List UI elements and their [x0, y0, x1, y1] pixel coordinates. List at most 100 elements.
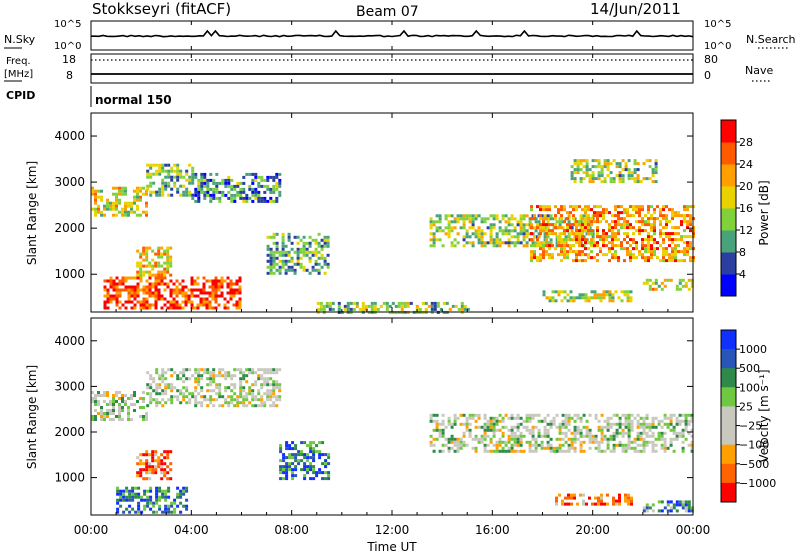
- heatmap-cell: [477, 416, 481, 420]
- heatmap-cell: [608, 235, 611, 239]
- heatmap-cell: [190, 282, 194, 286]
- heatmap-cell: [103, 412, 106, 415]
- heatmap-cell: [169, 450, 173, 454]
- heatmap-cell: [197, 199, 201, 203]
- heatmap-cell: [584, 293, 588, 297]
- heatmap-cell: [317, 232, 321, 236]
- heatmap-cell: [650, 253, 653, 257]
- heatmap-cell: [596, 220, 599, 224]
- heatmap-cell: [599, 205, 602, 209]
- heatmap-cell: [142, 252, 146, 256]
- heatmap-cell: [263, 392, 267, 396]
- heatmap-cell: [238, 300, 242, 304]
- heatmap-cell: [602, 244, 605, 248]
- heatmap-cell: [683, 229, 686, 233]
- heatmap-cell: [212, 368, 216, 372]
- heatmap-cell: [317, 241, 321, 245]
- heatmap-cell: [471, 437, 475, 441]
- heatmap-cell: [621, 446, 625, 450]
- heatmap-cell: [121, 276, 125, 280]
- heatmap-cell: [151, 285, 155, 289]
- heatmap-cell: [103, 207, 106, 211]
- heatmap-cell: [611, 296, 615, 300]
- heatmap-cell: [617, 220, 620, 224]
- heatmap-cell: [498, 226, 502, 230]
- heatmap-cell: [588, 496, 591, 500]
- heatmap-cell: [91, 192, 94, 196]
- heatmap-cell: [172, 306, 176, 310]
- heatmap-cell: [266, 259, 270, 263]
- heatmap-cell: [492, 226, 496, 230]
- heatmap-cell: [296, 235, 300, 239]
- heatmap-cell: [686, 205, 689, 209]
- heatmap-cell: [136, 192, 139, 196]
- heatmap-cell: [683, 205, 686, 209]
- heatmap-cell: [653, 241, 656, 245]
- heatmap-cell: [609, 416, 613, 420]
- heatmap-cell: [227, 196, 231, 200]
- heatmap-cell: [591, 232, 595, 236]
- heatmap-cell: [647, 247, 650, 251]
- heatmap-cell: [675, 419, 679, 423]
- heatmap-cell: [606, 428, 610, 432]
- heatmap-cell: [284, 268, 288, 272]
- heatmap-cell: [229, 288, 233, 292]
- heatmap-cell: [296, 259, 300, 263]
- heatmap-cell: [281, 235, 285, 239]
- heatmap-cell: [531, 413, 535, 417]
- heatmap-cell: [382, 301, 386, 305]
- heatmap-cell: [103, 204, 106, 208]
- heatmap-cell: [185, 377, 189, 381]
- heatmap-cell: [650, 256, 653, 260]
- heatmap-cell: [148, 477, 152, 481]
- heatmap-cell: [106, 412, 109, 415]
- heatmap-cell: [438, 431, 442, 435]
- heatmap-cell: [516, 422, 520, 426]
- heatmap-cell: [188, 190, 192, 194]
- heatmap-cell: [680, 238, 683, 242]
- heatmap-cell: [155, 401, 159, 405]
- heatmap-cell: [169, 258, 173, 262]
- heatmap-cell: [173, 510, 177, 514]
- heatmap-cell: [561, 422, 565, 426]
- heatmap-cell: [608, 299, 612, 303]
- heatmap-cell: [158, 392, 162, 396]
- heatmap-cell: [584, 247, 587, 251]
- heatmap-cell: [620, 290, 624, 294]
- heatmap-cell: [507, 434, 511, 438]
- heatmap-cell: [218, 383, 222, 387]
- heatmap-cell: [172, 291, 176, 295]
- heatmap-cell: [208, 294, 212, 298]
- heatmap-cell: [103, 288, 107, 292]
- heatmap-cell: [230, 374, 234, 378]
- heatmap-cell: [236, 190, 240, 194]
- heatmap-cell: [157, 288, 161, 292]
- heatmap-cell: [149, 181, 153, 185]
- heatmap-cell: [161, 371, 165, 375]
- heatmap-cell: [681, 434, 685, 438]
- heatmap-cell: [299, 262, 303, 266]
- heatmap-cell: [148, 468, 152, 472]
- heatmap-cell: [632, 226, 635, 230]
- heatmap-cell: [435, 214, 439, 218]
- heatmap-cell: [190, 291, 194, 295]
- heatmap-cell: [566, 211, 569, 215]
- heatmap-cell: [254, 380, 258, 384]
- heatmap-cell: [672, 413, 676, 417]
- heatmap-cell: [551, 290, 555, 294]
- heatmap-cell: [103, 418, 106, 421]
- heatmap-cell: [196, 276, 200, 280]
- heatmap-cell: [507, 229, 511, 233]
- heatmap-cell: [296, 241, 300, 245]
- heatmap-cell: [626, 211, 629, 215]
- heatmap-cell: [149, 383, 153, 387]
- heatmap-cell: [648, 159, 652, 163]
- heatmap-cell: [662, 238, 665, 242]
- heatmap-cell: [385, 301, 389, 305]
- heatmap-cell: [143, 507, 147, 511]
- heatmap-cell: [109, 276, 113, 280]
- heatmap-cell: [282, 459, 286, 463]
- freq-label-2: [MHz]: [4, 69, 33, 80]
- heatmap-cell: [623, 208, 626, 212]
